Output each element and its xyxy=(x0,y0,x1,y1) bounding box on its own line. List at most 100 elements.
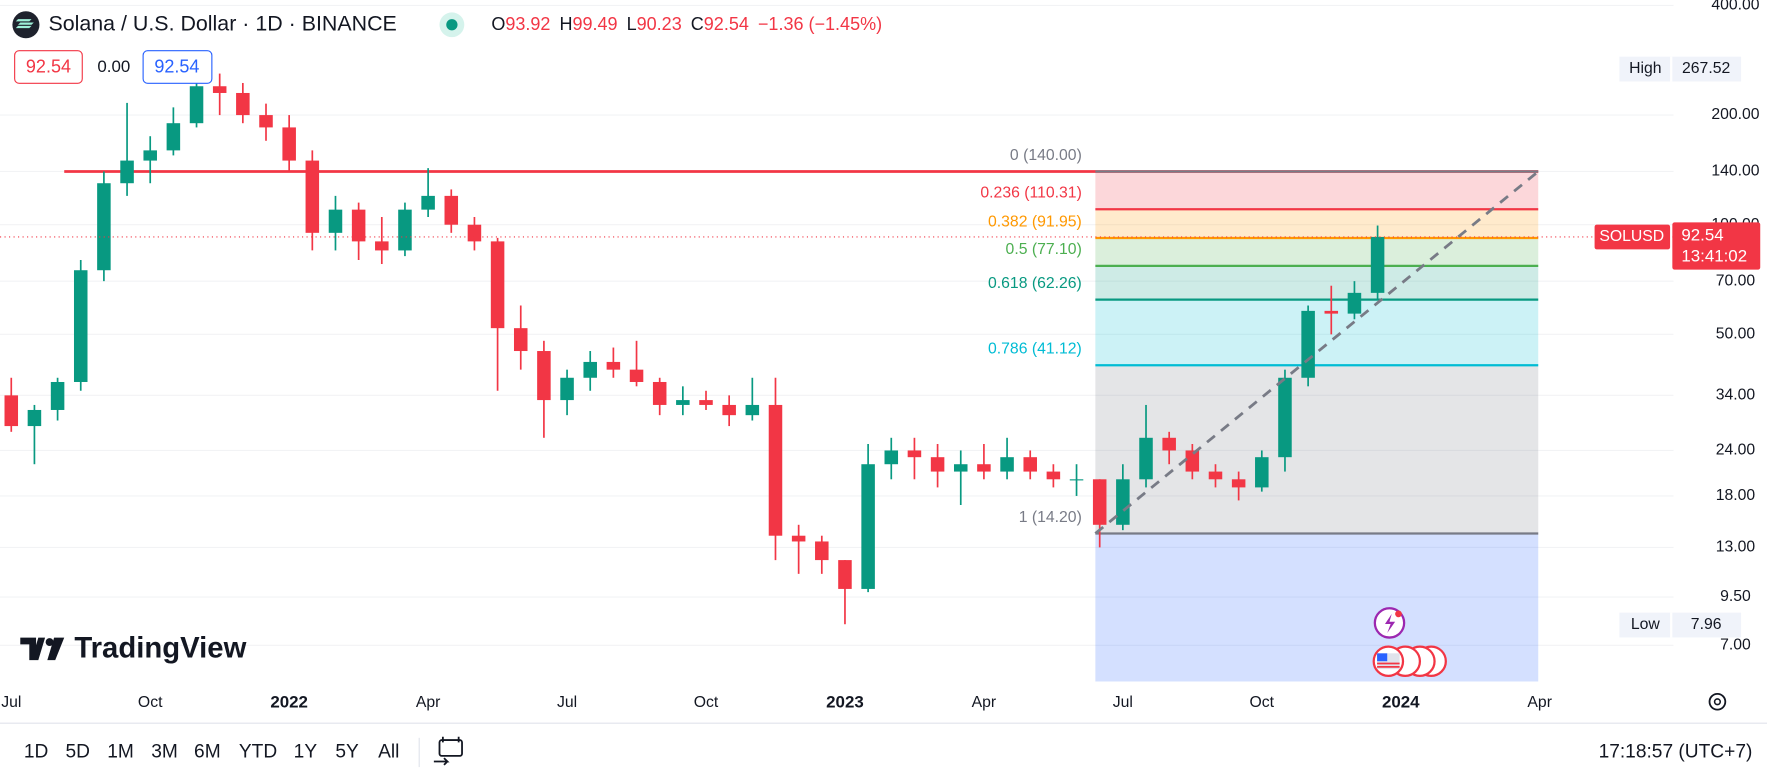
clock[interactable]: 17:18:57 (UTC+7) xyxy=(1599,742,1753,763)
price-tag-box xyxy=(1672,222,1761,270)
candle-body xyxy=(815,541,829,561)
candle-body xyxy=(1023,457,1037,472)
range-button[interactable]: 1D xyxy=(24,742,48,763)
candle-body xyxy=(930,457,945,472)
market-status-dot xyxy=(446,19,458,31)
symbol-title[interactable]: Solana / U.S. Dollar · 1D · BINANCE xyxy=(48,11,396,35)
candle-body xyxy=(305,160,320,233)
candle-body xyxy=(328,209,343,233)
brand-logo xyxy=(20,637,46,661)
settings-icon[interactable] xyxy=(1708,692,1727,711)
range-button[interactable]: 3M xyxy=(151,742,178,763)
candle-body xyxy=(97,183,111,271)
extreme-value: 267.52 xyxy=(1682,60,1730,77)
sell-box[interactable] xyxy=(14,50,83,84)
range-button[interactable]: 5Y xyxy=(335,742,359,763)
brand[interactable]: TradingView xyxy=(74,632,246,665)
candle-body xyxy=(861,464,875,589)
candle-body xyxy=(1324,310,1339,314)
ohlc-label: L xyxy=(627,14,637,34)
candle-body xyxy=(421,195,435,210)
candle-body xyxy=(652,381,667,405)
candle-body xyxy=(1162,437,1176,451)
range-button[interactable]: 1M xyxy=(107,742,134,763)
y-tick-label: 140.00 xyxy=(1711,163,1759,180)
range-button[interactable]: 5D xyxy=(66,742,90,763)
y-tick-label: 400.00 xyxy=(1711,0,1759,14)
ohlc-value: 93.92 xyxy=(505,14,550,34)
candle-body xyxy=(1139,437,1153,480)
candle-body xyxy=(375,241,389,251)
y-tick-label: 34.00 xyxy=(1716,387,1756,404)
ohlc-label: C xyxy=(691,14,704,34)
x-tick-label: Jul xyxy=(557,694,577,711)
symbol-logo-mark xyxy=(15,19,34,29)
fib-label: 1 (14.20) xyxy=(1019,509,1082,526)
x-tick-label: Oct xyxy=(694,694,719,711)
symbol-tag-box xyxy=(1594,224,1671,250)
fib-zone xyxy=(1095,209,1539,238)
candle-body xyxy=(166,123,181,151)
candle-body xyxy=(1347,292,1362,314)
x-tick-label: Apr xyxy=(1527,694,1552,711)
candle-body xyxy=(1092,479,1107,525)
ohlc-legend: O93.92 H99.49 L90.23 C92.54 −1.36 (−1.45%) xyxy=(491,14,882,34)
candle-body xyxy=(73,270,88,382)
candle-body xyxy=(1116,479,1130,525)
ohlc-value: 90.23 xyxy=(637,14,682,34)
fib-label: 0.618 (62.26) xyxy=(988,275,1082,292)
range-button[interactable]: All xyxy=(378,742,399,763)
range-button[interactable]: 6M xyxy=(194,742,221,763)
x-tick-label: 2022 xyxy=(270,692,308,711)
x-tick-label: Apr xyxy=(416,694,441,711)
countdown: 13:41:02 xyxy=(1681,247,1747,266)
price-axis[interactable] xyxy=(1674,0,1767,724)
candle-body xyxy=(907,450,922,458)
trend-line xyxy=(1094,170,1540,535)
candle-body xyxy=(791,535,806,542)
x-tick-label: 2024 xyxy=(1382,692,1420,711)
candle-body xyxy=(1185,450,1200,472)
range-button[interactable]: YTD xyxy=(239,742,277,763)
y-tick-label: 200.00 xyxy=(1711,106,1759,123)
fib-zone xyxy=(1095,171,1539,210)
ohlc-label: O xyxy=(491,14,505,34)
extreme-box xyxy=(1619,56,1742,82)
candle-body xyxy=(583,361,597,378)
range-button[interactable]: 1Y xyxy=(294,742,318,763)
plot-area xyxy=(0,4,1674,682)
y-tick-label: 24.00 xyxy=(1716,442,1756,459)
x-tick-label: Jul xyxy=(1,694,21,711)
ohlc-label: H xyxy=(559,14,572,34)
buy-box[interactable] xyxy=(142,50,213,84)
candle-body xyxy=(467,224,482,242)
event-icon-glyph xyxy=(1384,613,1396,634)
candle-body xyxy=(1046,471,1061,480)
extreme-label: High xyxy=(1629,60,1661,77)
overlay: Solana / U.S. Dollar · 1D · BINANCE O93.… xyxy=(0,0,1767,768)
spread: 0.00 xyxy=(97,57,130,76)
candle-body xyxy=(745,404,760,416)
fib-label: 0.382 (91.95) xyxy=(988,213,1082,230)
candle-body xyxy=(351,209,366,242)
candle-body xyxy=(4,395,19,427)
ohlc-value: 92.54 xyxy=(704,14,749,34)
candle-body xyxy=(513,328,528,352)
candle-body xyxy=(676,400,690,405)
settings-icon-center xyxy=(1713,698,1722,706)
candle-body xyxy=(977,464,991,472)
candle-body xyxy=(560,377,574,401)
y-tick-label: 13.00 xyxy=(1716,539,1756,556)
candle-body xyxy=(212,86,227,93)
fib-zone xyxy=(1095,299,1539,366)
fib-zone xyxy=(1095,365,1539,534)
x-tick-label: Jul xyxy=(1113,694,1133,711)
candle-body xyxy=(490,241,505,329)
brand-logo-dot xyxy=(45,638,54,647)
x-tick-label: 2023 xyxy=(826,692,864,711)
flag-canton xyxy=(1377,653,1388,662)
extreme-box xyxy=(1619,612,1742,638)
date-range-icon[interactable] xyxy=(438,739,463,757)
flag-stripes xyxy=(1377,662,1400,668)
